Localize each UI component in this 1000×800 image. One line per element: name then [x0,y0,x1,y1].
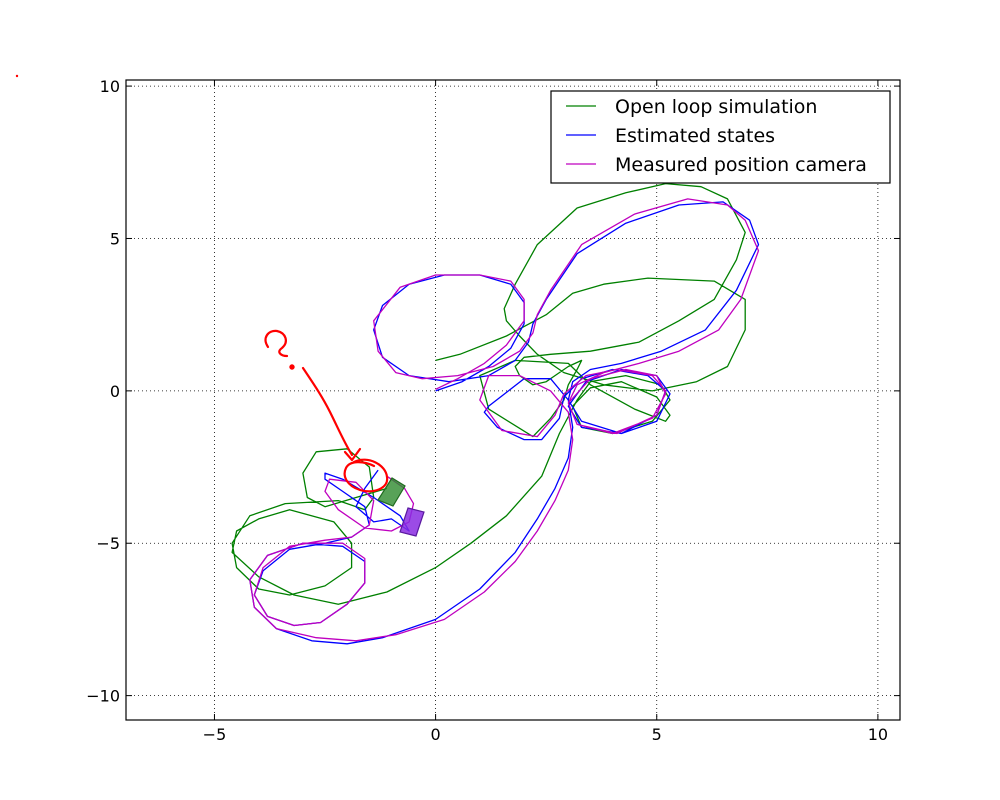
y-tick-label: 0 [110,382,120,401]
series-layer [231,182,760,645]
camera-box-open-loop [377,477,406,507]
annotation-arrow-head [343,447,362,462]
annotation-arrow-shaft [301,366,354,457]
x-tick-label: 10 [868,725,888,744]
y-tick-label: −10 [86,687,120,706]
y-tick-label: 5 [110,229,120,248]
y-tick-label: −5 [96,534,120,553]
stray-dot [15,74,19,78]
annotation-circle [343,458,389,493]
x-tick-label: −5 [203,725,227,744]
legend-label-1: Open loop simulation [615,96,817,118]
legend: Open loop simulation Estimated states Meas… [550,90,891,184]
series-line-1 [231,182,746,605]
y-tick-label: 10 [100,77,120,96]
series-line-3 [249,198,760,642]
series-line-2 [249,201,760,645]
question-mark-stroke [264,329,289,358]
legend-frame [550,90,891,184]
plot-area [231,182,760,645]
x-tick-label: 5 [652,725,662,744]
x-axis: −5 0 5 10 [203,80,888,744]
camera-box-estimated [399,507,425,537]
grid [126,80,900,720]
axes-frame [125,79,901,721]
y-axis: 10 5 0 −5 −10 [86,77,900,706]
x-tick-label: 0 [431,725,441,744]
legend-label-2: Estimated states [615,125,775,147]
legend-label-3: Measured position camera [615,154,867,176]
question-annotation [264,329,389,493]
question-mark-dot [289,364,295,370]
